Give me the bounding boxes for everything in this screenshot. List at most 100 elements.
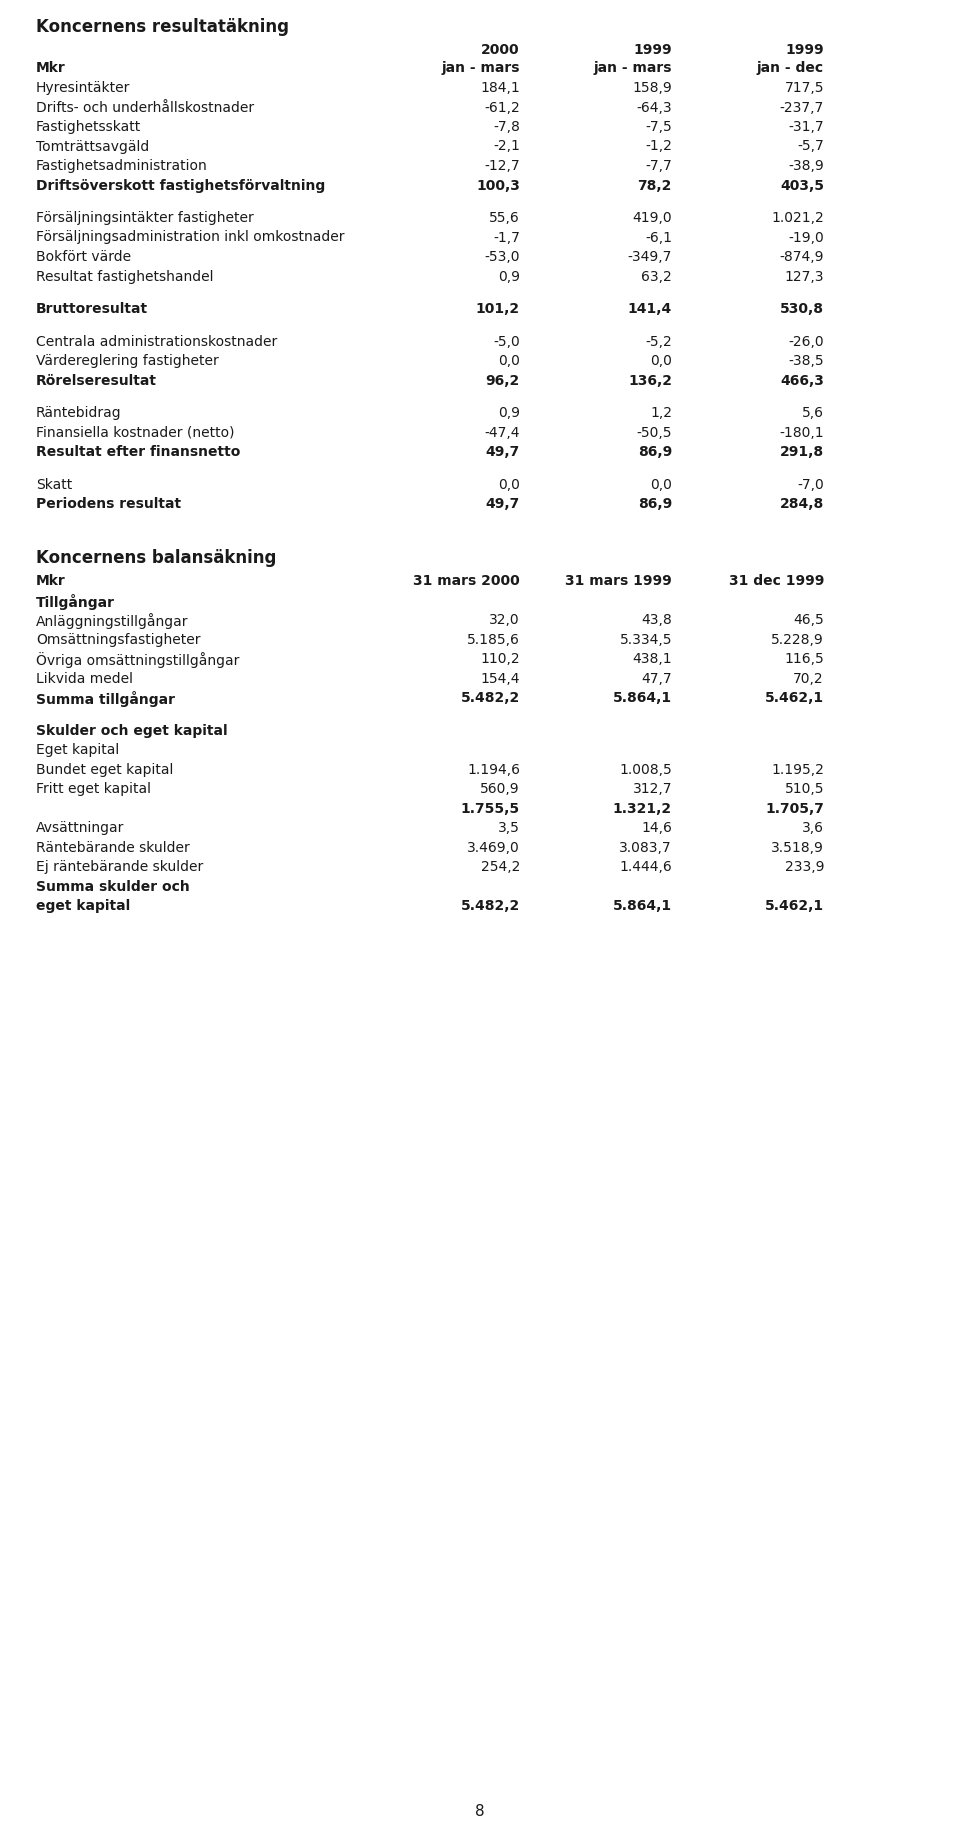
Text: Försäljningsintäkter fastigheter: Försäljningsintäkter fastigheter — [36, 211, 253, 224]
Text: -7,8: -7,8 — [493, 119, 520, 134]
Text: -19,0: -19,0 — [788, 230, 824, 244]
Text: 1.755,5: 1.755,5 — [461, 801, 520, 816]
Text: 0,0: 0,0 — [498, 355, 520, 367]
Text: 510,5: 510,5 — [784, 783, 824, 795]
Text: 32,0: 32,0 — [490, 614, 520, 626]
Text: jan - dec: jan - dec — [756, 61, 824, 75]
Text: 1.021,2: 1.021,2 — [771, 211, 824, 224]
Text: Rörelseresultat: Rörelseresultat — [36, 373, 157, 388]
Text: Tomträttsavgäld: Tomträttsavgäld — [36, 140, 149, 154]
Text: 31 mars 1999: 31 mars 1999 — [565, 573, 672, 588]
Text: 717,5: 717,5 — [784, 81, 824, 96]
Text: 5.462,1: 5.462,1 — [765, 898, 824, 913]
Text: 5.228,9: 5.228,9 — [771, 632, 824, 647]
Text: -7,0: -7,0 — [797, 478, 824, 492]
Text: 312,7: 312,7 — [633, 783, 672, 795]
Text: 5,6: 5,6 — [802, 406, 824, 421]
Text: 127,3: 127,3 — [784, 270, 824, 283]
Text: jan - mars: jan - mars — [593, 61, 672, 75]
Text: Drifts- och underhållskostnader: Drifts- och underhållskostnader — [36, 101, 254, 114]
Text: 63,2: 63,2 — [641, 270, 672, 283]
Text: 3.083,7: 3.083,7 — [619, 841, 672, 854]
Text: Periodens resultat: Periodens resultat — [36, 498, 181, 511]
Text: eget kapital: eget kapital — [36, 898, 131, 913]
Text: -7,5: -7,5 — [645, 119, 672, 134]
Text: 43,8: 43,8 — [641, 614, 672, 626]
Text: 5.864,1: 5.864,1 — [612, 691, 672, 705]
Text: Bruttoresultat: Bruttoresultat — [36, 301, 148, 316]
Text: Summa skulder och: Summa skulder och — [36, 880, 190, 893]
Text: 31 dec 1999: 31 dec 1999 — [729, 573, 824, 588]
Text: 101,2: 101,2 — [476, 301, 520, 316]
Text: Mkr: Mkr — [36, 61, 65, 75]
Text: 1.321,2: 1.321,2 — [612, 801, 672, 816]
Text: 110,2: 110,2 — [480, 652, 520, 667]
Text: Skulder och eget kapital: Skulder och eget kapital — [36, 724, 228, 737]
Text: 5.185,6: 5.185,6 — [468, 632, 520, 647]
Text: 1.008,5: 1.008,5 — [619, 762, 672, 777]
Text: 47,7: 47,7 — [641, 672, 672, 685]
Text: -53,0: -53,0 — [485, 250, 520, 265]
Text: -61,2: -61,2 — [484, 101, 520, 114]
Text: 49,7: 49,7 — [486, 498, 520, 511]
Text: 70,2: 70,2 — [793, 672, 824, 685]
Text: 1999: 1999 — [785, 42, 824, 57]
Text: 530,8: 530,8 — [780, 301, 824, 316]
Text: -26,0: -26,0 — [788, 334, 824, 349]
Text: -237,7: -237,7 — [780, 101, 824, 114]
Text: Omsättningsfastigheter: Omsättningsfastigheter — [36, 632, 201, 647]
Text: 55,6: 55,6 — [490, 211, 520, 224]
Text: 5.482,2: 5.482,2 — [461, 898, 520, 913]
Text: Tillgångar: Tillgångar — [36, 593, 115, 610]
Text: Summa tillgångar: Summa tillgångar — [36, 691, 175, 707]
Text: 31 mars 2000: 31 mars 2000 — [413, 573, 520, 588]
Text: Anläggningstillgångar: Anläggningstillgångar — [36, 614, 188, 628]
Text: -64,3: -64,3 — [636, 101, 672, 114]
Text: 116,5: 116,5 — [784, 652, 824, 667]
Text: 5.462,1: 5.462,1 — [765, 691, 824, 705]
Text: Bundet eget kapital: Bundet eget kapital — [36, 762, 174, 777]
Text: 5.334,5: 5.334,5 — [619, 632, 672, 647]
Text: 3,6: 3,6 — [802, 821, 824, 836]
Text: Fastighetsadministration: Fastighetsadministration — [36, 160, 207, 173]
Text: 291,8: 291,8 — [780, 445, 824, 459]
Text: 0,0: 0,0 — [650, 355, 672, 367]
Text: 1999: 1999 — [634, 42, 672, 57]
Text: Räntebärande skulder: Räntebärande skulder — [36, 841, 190, 854]
Text: -5,2: -5,2 — [645, 334, 672, 349]
Text: Mkr: Mkr — [36, 573, 65, 588]
Text: 5.482,2: 5.482,2 — [461, 691, 520, 705]
Text: 100,3: 100,3 — [476, 178, 520, 193]
Text: 154,4: 154,4 — [481, 672, 520, 685]
Text: -874,9: -874,9 — [780, 250, 824, 265]
Text: -6,1: -6,1 — [645, 230, 672, 244]
Text: 403,5: 403,5 — [780, 178, 824, 193]
Text: Fritt eget kapital: Fritt eget kapital — [36, 783, 151, 795]
Text: 8: 8 — [475, 1804, 485, 1819]
Text: 254,2: 254,2 — [481, 860, 520, 874]
Text: 233,9: 233,9 — [784, 860, 824, 874]
Text: -1,7: -1,7 — [493, 230, 520, 244]
Text: 3,5: 3,5 — [498, 821, 520, 836]
Text: 0,9: 0,9 — [498, 406, 520, 421]
Text: Resultat efter finansnetto: Resultat efter finansnetto — [36, 445, 240, 459]
Text: -12,7: -12,7 — [485, 160, 520, 173]
Text: 466,3: 466,3 — [780, 373, 824, 388]
Text: 49,7: 49,7 — [486, 445, 520, 459]
Text: 78,2: 78,2 — [637, 178, 672, 193]
Text: 158,9: 158,9 — [633, 81, 672, 96]
Text: 5.864,1: 5.864,1 — [612, 898, 672, 913]
Text: 86,9: 86,9 — [637, 498, 672, 511]
Text: Driftsöverskott fastighetsförvaltning: Driftsöverskott fastighetsförvaltning — [36, 178, 325, 193]
Text: Övriga omsättningstillgångar: Övriga omsättningstillgångar — [36, 652, 239, 669]
Text: Försäljningsadministration inkl omkostnader: Försäljningsadministration inkl omkostna… — [36, 230, 345, 244]
Text: jan - mars: jan - mars — [442, 61, 520, 75]
Text: 1.194,6: 1.194,6 — [467, 762, 520, 777]
Text: 184,1: 184,1 — [480, 81, 520, 96]
Text: 46,5: 46,5 — [793, 614, 824, 626]
Text: Resultat fastighetshandel: Resultat fastighetshandel — [36, 270, 213, 283]
Text: -47,4: -47,4 — [485, 426, 520, 439]
Text: Bokfört värde: Bokfört värde — [36, 250, 132, 265]
Text: 3.469,0: 3.469,0 — [468, 841, 520, 854]
Text: 86,9: 86,9 — [637, 445, 672, 459]
